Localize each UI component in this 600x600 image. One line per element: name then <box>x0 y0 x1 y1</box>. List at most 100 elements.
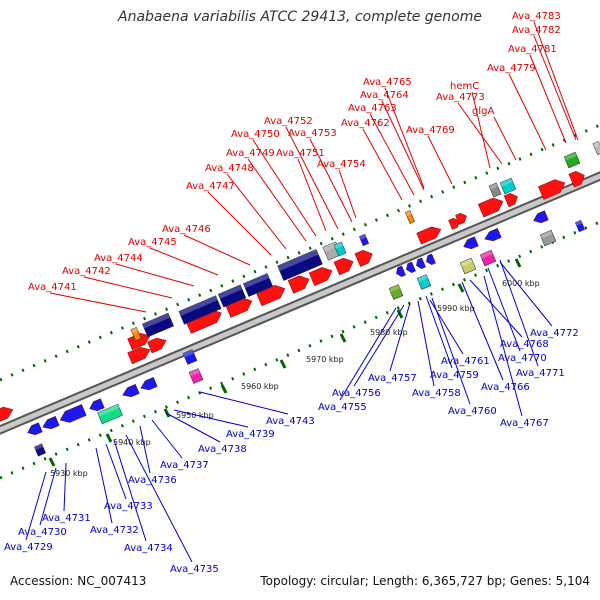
reverse-block-body <box>97 403 123 425</box>
reverse-block-body <box>358 233 370 247</box>
reverse-gene-label: Ava_4770 <box>498 353 547 364</box>
reverse-gene-label: Ava_4734 <box>124 543 173 554</box>
reverse-block-body <box>416 274 432 290</box>
forward-block-shine <box>178 295 218 316</box>
reverse-leader <box>429 299 464 355</box>
reverse-leader <box>199 391 289 415</box>
reverse-gene-label: Ava_4736 <box>128 475 177 486</box>
reverse-leader <box>139 425 151 474</box>
forward-gene-body <box>333 257 354 276</box>
accession-text: Accession: NC_007413 <box>10 574 147 588</box>
forward-leader <box>226 173 287 250</box>
reverse-gene-label: Ava_4757 <box>368 373 417 384</box>
forward-block-body <box>333 241 347 257</box>
reverse-gene-label: Ava_4732 <box>90 525 139 536</box>
reverse-gene-body <box>484 228 502 242</box>
reverse-gene <box>140 377 158 391</box>
reverse-block <box>182 349 198 365</box>
reverse-leader <box>499 259 539 367</box>
forward-gene-label: Ava_4762 <box>341 118 390 129</box>
reverse-gene <box>406 261 416 273</box>
forward-gene-body <box>0 406 14 427</box>
forward-block-body <box>488 182 502 198</box>
forward-gene <box>538 179 566 200</box>
forward-block-body <box>130 326 142 342</box>
ruler-label: 5960 kbp <box>241 382 279 391</box>
reverse-gene-label: Ava_4739 <box>226 429 275 440</box>
forward-gene-label: Ava_4765 <box>363 77 412 88</box>
ruler-tick <box>220 384 228 394</box>
reverse-block-shine <box>417 274 428 283</box>
forward-leader <box>362 128 403 201</box>
forward-block <box>333 241 347 257</box>
forward-block-shine <box>130 327 139 334</box>
forward-block-body <box>217 284 247 308</box>
reverse-outer-track <box>0 220 600 480</box>
forward-gene-label: Ava_4752 <box>264 116 313 127</box>
ruler-label: 5930 kbp <box>50 469 88 478</box>
reverse-gene-body <box>426 253 436 265</box>
reverse-gene-label: Ava_4743 <box>266 416 315 427</box>
forward-gene-label: Ava_4745 <box>128 237 177 248</box>
reverse-leader <box>461 281 504 381</box>
forward-gene <box>147 337 167 354</box>
forward-leader <box>533 35 577 141</box>
forward-block-shine <box>322 241 338 252</box>
ruler-tick <box>48 457 56 467</box>
ruler-tick <box>457 283 465 293</box>
forward-leader <box>247 158 307 242</box>
ruler-label: 5990 kbp <box>437 304 475 313</box>
forward-gene <box>448 217 460 230</box>
forward-gene-label: Ava_4744 <box>94 253 143 264</box>
forward-block-body <box>242 273 274 297</box>
forward-gene <box>308 267 333 287</box>
forward-gene-label: Ava_4741 <box>28 282 77 293</box>
reverse-block-body <box>388 284 404 300</box>
reverse-block-body <box>188 368 204 384</box>
ruler-label: 5980 kbp <box>370 328 408 337</box>
forward-block-body <box>178 295 222 325</box>
reverse-gene <box>533 210 549 224</box>
forward-gene-body <box>477 197 504 218</box>
forward-leader <box>297 158 327 232</box>
forward-leader <box>457 102 503 165</box>
forward-gene-body <box>147 337 167 354</box>
forward-gene <box>477 197 504 218</box>
reverse-gene <box>122 384 140 398</box>
forward-gene-label: Ava_4746 <box>162 224 211 235</box>
reverse-leader <box>389 302 411 372</box>
reverse-gene-label: Ava_4737 <box>160 460 209 471</box>
reverse-block <box>416 274 432 290</box>
forward-gene <box>503 193 518 208</box>
forward-gene <box>127 347 151 365</box>
reverse-block-shine <box>34 443 44 451</box>
forward-block-shine <box>564 152 577 161</box>
forward-gene-body <box>455 212 467 225</box>
forward-gene <box>333 257 354 276</box>
forward-gene-label: Ava_4750 <box>231 129 280 140</box>
forward-block-shine <box>142 313 171 329</box>
forward-block <box>499 177 517 195</box>
forward-gene <box>455 212 467 225</box>
reverse-leader <box>499 261 553 327</box>
figure-title: Anabaena variabilis ATCC 29413, complete… <box>118 9 482 25</box>
forward-gene-body <box>308 267 333 287</box>
reverse-gene <box>426 253 436 265</box>
reverse-block <box>539 229 557 247</box>
reverse-leader <box>353 304 405 387</box>
forward-block-shine <box>333 241 343 249</box>
forward-leader <box>115 263 195 287</box>
reverse-gene <box>42 416 60 430</box>
forward-block <box>488 182 502 198</box>
forward-block-body <box>499 177 517 195</box>
forward-block-body <box>277 249 323 281</box>
forward-leader <box>149 247 219 276</box>
reverse-gene-body <box>406 261 416 273</box>
reverse-block-body <box>479 249 497 267</box>
reverse-leader <box>39 467 57 526</box>
ruler-label: 6000 kbp <box>502 279 540 288</box>
reverse-block-body <box>459 257 477 275</box>
ruler-label: 5970 kbp <box>306 355 344 364</box>
genome-summary-text: Topology: circular; Length: 6,365,727 bp… <box>260 574 590 588</box>
